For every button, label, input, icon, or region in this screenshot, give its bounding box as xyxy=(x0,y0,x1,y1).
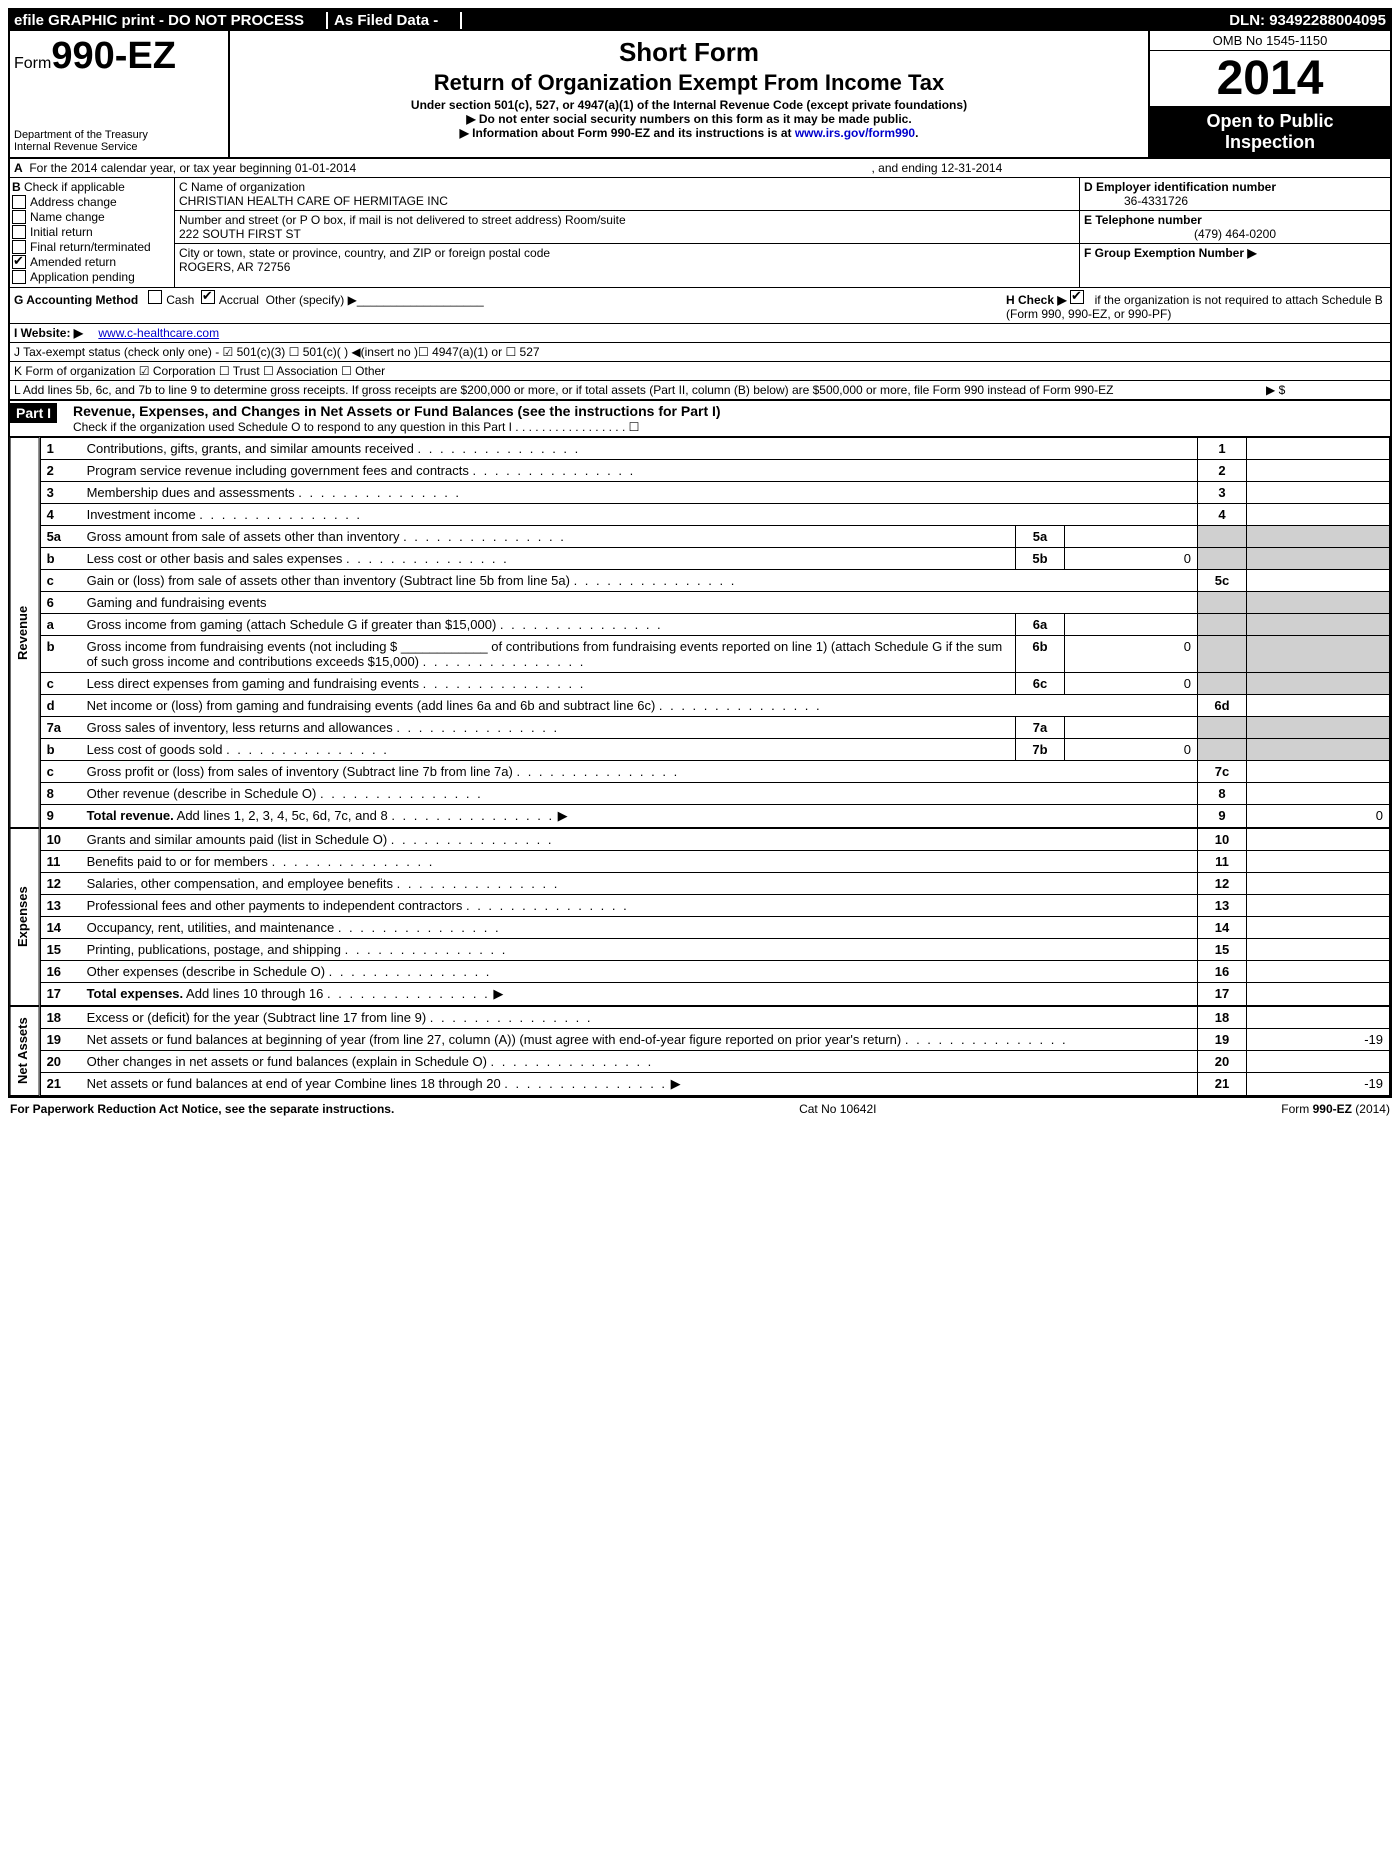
line-4: 4Investment income 4 xyxy=(40,504,1389,526)
row-j: J Tax-exempt status (check only one) - ☑… xyxy=(10,343,1390,362)
line-c: cGain or (loss) from sale of assets othe… xyxy=(40,570,1389,592)
group-exemption-label: F Group Exemption Number ▶ xyxy=(1084,246,1257,260)
line-d: dNet income or (loss) from gaming and fu… xyxy=(40,695,1389,717)
expenses-table: 10Grants and similar amounts paid (list … xyxy=(40,828,1390,1006)
asfiled-label: As Filed Data - xyxy=(334,12,446,29)
row-k: K Form of organization ☑ Corporation ☐ T… xyxy=(10,362,1390,381)
ein-label: D Employer identification number xyxy=(1084,180,1276,194)
footer-right: Form 990-EZ (2014) xyxy=(1281,1102,1390,1116)
dept-irs: Internal Revenue Service xyxy=(14,141,224,153)
checkbox-amended-return[interactable]: Amended return xyxy=(12,255,172,269)
line-13: 13Professional fees and other payments t… xyxy=(40,895,1389,917)
dln-label: DLN: 93492288004095 xyxy=(1229,12,1386,29)
dept-treasury: Department of the Treasury xyxy=(14,129,224,141)
omb-number: OMB No 1545-1150 xyxy=(1150,31,1390,51)
expenses-side-label: Expenses xyxy=(10,828,40,1006)
short-form-title: Short Form xyxy=(238,37,1140,68)
netassets-table: 18Excess or (deficit) for the year (Subt… xyxy=(40,1006,1390,1096)
line-c: cGross profit or (loss) from sales of in… xyxy=(40,761,1389,783)
part-1-header: Part I Revenue, Expenses, and Changes in… xyxy=(10,399,1390,437)
line-5a: 5aGross amount from sale of assets other… xyxy=(40,526,1389,548)
top-bar: efile GRAPHIC print - DO NOT PROCESS As … xyxy=(10,10,1390,31)
row-l: L Add lines 5b, 6c, and 7b to line 9 to … xyxy=(10,381,1390,399)
city-label: City or town, state or province, country… xyxy=(179,246,1075,260)
checkbox-name-change[interactable]: Name change xyxy=(12,210,172,224)
line-b: bLess cost of goods sold 7b0 xyxy=(40,739,1389,761)
line-12: 12Salaries, other compensation, and empl… xyxy=(40,873,1389,895)
form-number: Form990-EZ xyxy=(14,35,224,78)
form-container: efile GRAPHIC print - DO NOT PROCESS As … xyxy=(8,8,1392,1098)
phone-label: E Telephone number xyxy=(1084,213,1202,227)
line-3: 3Membership dues and assessments 3 xyxy=(40,482,1389,504)
line-17: 17Total expenses. Add lines 10 through 1… xyxy=(40,983,1389,1006)
checkbox-application-pending[interactable]: Application pending xyxy=(12,270,172,284)
phone-value: (479) 464-0200 xyxy=(1084,227,1386,241)
line-8: 8Other revenue (describe in Schedule O) … xyxy=(40,783,1389,805)
name-label: C Name of organization xyxy=(179,180,1075,194)
col-b-checkboxes: B Check if applicable Address changeName… xyxy=(10,178,174,287)
tax-year: 2014 xyxy=(1150,51,1390,107)
line-a: aGross income from gaming (attach Schedu… xyxy=(40,614,1389,636)
ein-value: 36-4331726 xyxy=(1084,194,1386,208)
row-a: A For the 2014 calendar year, or tax yea… xyxy=(10,159,1390,178)
line-15: 15Printing, publications, postage, and s… xyxy=(40,939,1389,961)
line-18: 18Excess or (deficit) for the year (Subt… xyxy=(40,1007,1389,1029)
line-b: bLess cost or other basis and sales expe… xyxy=(40,548,1389,570)
line-6: 6Gaming and fundraising events xyxy=(40,592,1389,614)
line-11: 11Benefits paid to or for members 11 xyxy=(40,851,1389,873)
org-name: CHRISTIAN HEALTH CARE OF HERMITAGE INC xyxy=(179,194,1075,208)
row-i: I Website: ▶ www.c-healthcare.com xyxy=(10,324,1390,343)
open-to-public: Open to Public Inspection xyxy=(1150,107,1390,157)
line-10: 10Grants and similar amounts paid (list … xyxy=(40,829,1389,851)
footer-left: For Paperwork Reduction Act Notice, see … xyxy=(10,1102,394,1116)
line-20: 20Other changes in net assets or fund ba… xyxy=(40,1051,1389,1073)
return-title: Return of Organization Exempt From Incom… xyxy=(238,70,1140,96)
footer-mid: Cat No 10642I xyxy=(799,1102,876,1116)
subtitle: Under section 501(c), 527, or 4947(a)(1)… xyxy=(238,98,1140,112)
line-19: 19Net assets or fund balances at beginni… xyxy=(40,1029,1389,1051)
revenue-side-label: Revenue xyxy=(10,437,40,828)
checkbox-initial-return[interactable]: Initial return xyxy=(12,225,172,239)
city-value: ROGERS, AR 72756 xyxy=(179,260,1075,274)
row-g-h: G Accounting Method Cash Accrual Other (… xyxy=(10,288,1390,324)
header-row: Form990-EZ Department of the Treasury In… xyxy=(10,31,1390,159)
efile-label: efile GRAPHIC print - DO NOT PROCESS xyxy=(14,12,312,29)
line-2: 2Program service revenue including gover… xyxy=(40,460,1389,482)
note-ssn: ▶ Do not enter social security numbers o… xyxy=(238,112,1140,126)
line-1: 1Contributions, gifts, grants, and simil… xyxy=(40,438,1389,460)
street-label: Number and street (or P O box, if mail i… xyxy=(179,213,1075,227)
line-9: 9Total revenue. Add lines 1, 2, 3, 4, 5c… xyxy=(40,805,1389,828)
info-grid: B Check if applicable Address changeName… xyxy=(10,178,1390,288)
line-c: cLess direct expenses from gaming and fu… xyxy=(40,673,1389,695)
line-b: bGross income from fundraising events (n… xyxy=(40,636,1389,673)
revenue-table: 1Contributions, gifts, grants, and simil… xyxy=(40,437,1390,828)
line-16: 16Other expenses (describe in Schedule O… xyxy=(40,961,1389,983)
col-c: C Name of organization CHRISTIAN HEALTH … xyxy=(174,178,1079,287)
line-14: 14Occupancy, rent, utilities, and mainte… xyxy=(40,917,1389,939)
line-7a: 7aGross sales of inventory, less returns… xyxy=(40,717,1389,739)
website-link[interactable]: www.c-healthcare.com xyxy=(98,326,219,340)
note-info: ▶ Information about Form 990-EZ and its … xyxy=(238,126,1140,140)
checkbox-address-change[interactable]: Address change xyxy=(12,195,172,209)
irs-link[interactable]: www.irs.gov/form990 xyxy=(795,126,915,140)
line-21: 21Net assets or fund balances at end of … xyxy=(40,1073,1389,1096)
netassets-side-label: Net Assets xyxy=(10,1006,40,1096)
street-value: 222 SOUTH FIRST ST xyxy=(179,227,1075,241)
page-footer: For Paperwork Reduction Act Notice, see … xyxy=(8,1098,1392,1120)
col-def: D Employer identification number 36-4331… xyxy=(1079,178,1390,287)
checkbox-final-return-terminated[interactable]: Final return/terminated xyxy=(12,240,172,254)
